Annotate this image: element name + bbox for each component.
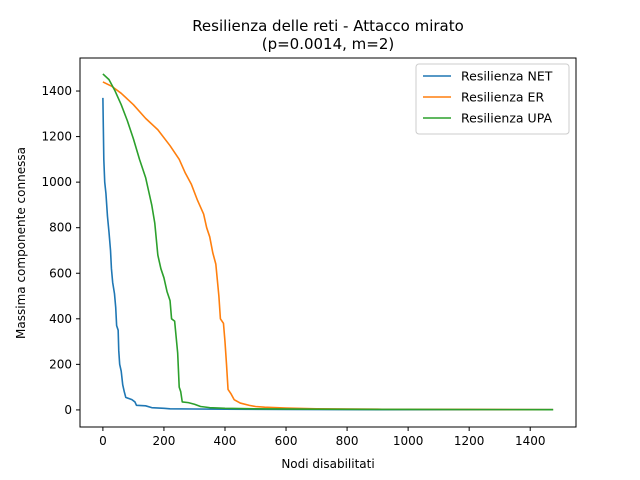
legend: Resilienza NET Resilienza ER Resilienza UP… xyxy=(415,63,570,135)
series-line-1 xyxy=(102,81,554,411)
y-tick-label-7: 1400 xyxy=(41,84,72,98)
x-tick-label-3: 600 xyxy=(275,434,298,448)
y-tick-label-6: 1200 xyxy=(41,130,72,144)
y-tick-label-4: 800 xyxy=(49,221,72,235)
y-axis-ticks: 0 200 400 600 800 1000 1200 1400 xyxy=(41,84,80,417)
x-tick-label-1: 200 xyxy=(152,434,175,448)
y-axis-label: Massima componente connessa xyxy=(14,147,28,339)
series-line-0 xyxy=(102,97,554,411)
y-tick-label-2: 400 xyxy=(49,312,72,326)
x-axis-ticks: 0 200 400 600 800 1000 1200 1400 xyxy=(99,427,545,448)
chart-subtitle: (p=0.0014, m=2) xyxy=(262,35,395,53)
legend-entries: Resilienza NET Resilienza ER Resilienza UP… xyxy=(423,69,553,126)
series-layer xyxy=(102,73,554,411)
x-tick-label-2: 400 xyxy=(214,434,237,448)
series-line-2 xyxy=(102,73,554,411)
legend-label-2: Resilienza UPA xyxy=(461,111,552,126)
legend-box xyxy=(415,63,570,135)
y-tick-label-5: 1000 xyxy=(41,175,72,189)
x-tick-label-4: 800 xyxy=(336,434,359,448)
x-tick-label-7: 1400 xyxy=(515,434,546,448)
legend-label-1: Resilienza ER xyxy=(461,90,544,105)
x-axis-label: Nodi disabilitati xyxy=(281,457,374,471)
y-tick-label-1: 200 xyxy=(49,357,72,371)
x-tick-label-0: 0 xyxy=(99,434,107,448)
y-tick-label-0: 0 xyxy=(64,403,72,417)
plot-frame xyxy=(79,57,577,428)
chart-title: Resilienza delle reti - Attacco mirato xyxy=(192,17,464,35)
x-tick-label-5: 1000 xyxy=(393,434,424,448)
y-tick-label-3: 600 xyxy=(49,266,72,280)
x-tick-label-6: 1200 xyxy=(454,434,485,448)
legend-label-0: Resilienza NET xyxy=(461,69,553,84)
